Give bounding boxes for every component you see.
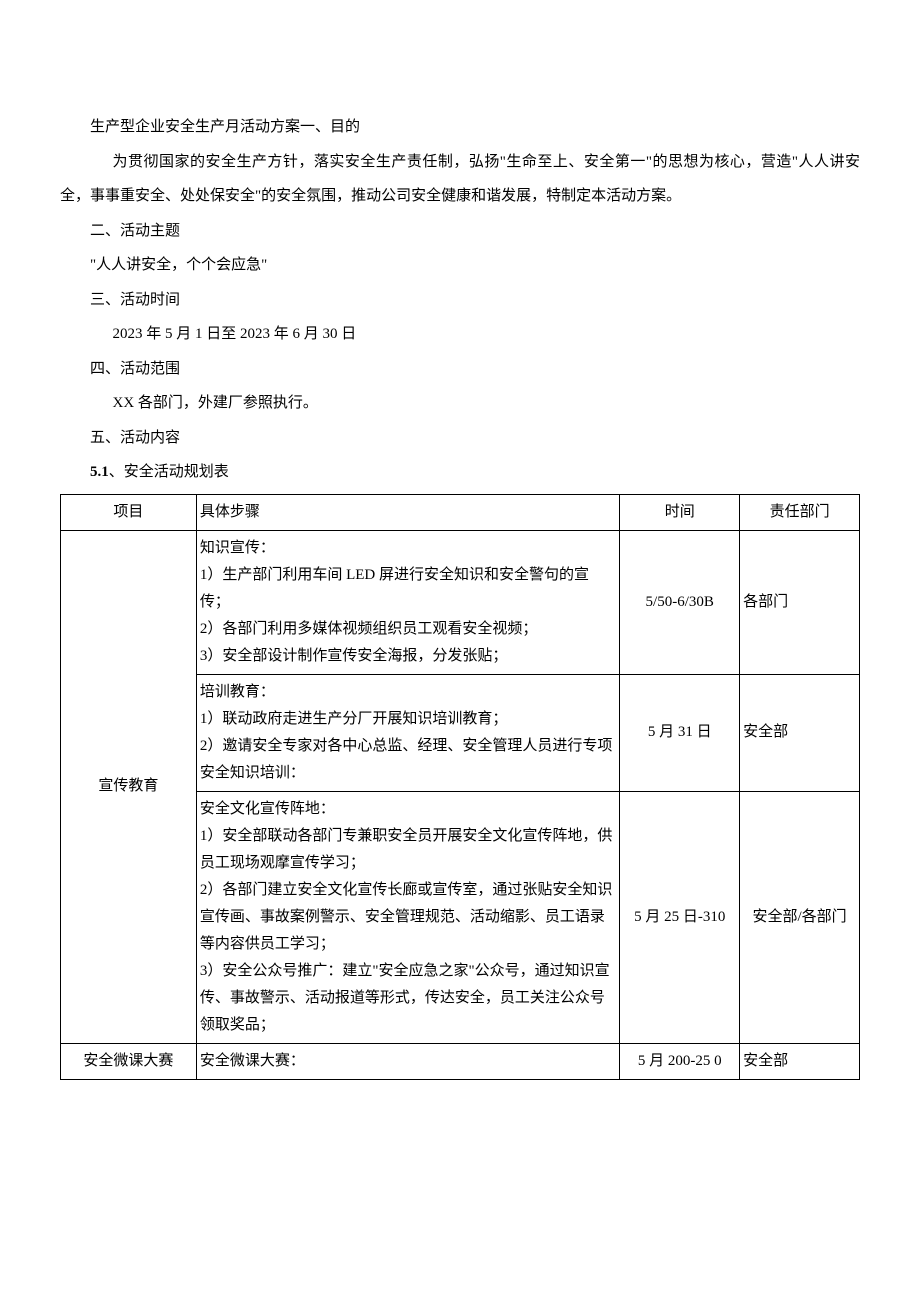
table-row: 宣传教育知识宣传：1）生产部门利用车间 LED 屏进行安全知识和安全警句的宣传；… — [61, 530, 860, 674]
time-cell: 5 月 31 日 — [620, 674, 740, 791]
dept-cell: 安全部/各部门 — [740, 791, 860, 1043]
section-5-1-title: 5.1、安全活动规划表 — [60, 455, 860, 490]
dept-cell: 安全部 — [740, 1043, 860, 1079]
project-cell: 安全微课大赛 — [61, 1043, 197, 1079]
section-5-1-rest: 、安全活动规划表 — [109, 464, 229, 480]
table-row: 安全微课大赛安全微课大赛：5 月 200-25 0安全部 — [61, 1043, 860, 1079]
steps-cell: 知识宣传：1）生产部门利用车间 LED 屏进行安全知识和安全警句的宣传；2）各部… — [196, 530, 619, 674]
header-dept: 责任部门 — [740, 494, 860, 530]
steps-cell: 安全文化宣传阵地：1）安全部联动各部门专兼职安全员开展安全文化宣传阵地，供员工现… — [196, 791, 619, 1043]
section-5-header: 五、活动内容 — [60, 421, 860, 456]
section-4-content: XX 各部门，外建厂参照执行。 — [60, 386, 860, 421]
dept-cell: 各部门 — [740, 530, 860, 674]
document-body: 生产型企业安全生产月活动方案一、目的 为贯彻国家的安全生产方针，落实安全生产责任… — [60, 110, 860, 1080]
header-steps: 具体步骤 — [196, 494, 619, 530]
header-time: 时间 — [620, 494, 740, 530]
steps-cell: 安全微课大赛： — [196, 1043, 619, 1079]
project-cell: 宣传教育 — [61, 530, 197, 1043]
section-3-content: 2023 年 5 月 1 日至 2023 年 6 月 30 日 — [60, 317, 860, 352]
section-3-header: 三、活动时间 — [60, 283, 860, 318]
time-cell: 5 月 25 日-310 — [620, 791, 740, 1043]
section-2-header: 二、活动主题 — [60, 214, 860, 249]
time-cell: 5 月 200-25 0 — [620, 1043, 740, 1079]
time-cell: 5/50-6/30B — [620, 530, 740, 674]
section-2-content: "人人讲安全，个个会应急" — [60, 248, 860, 283]
intro-paragraph: 为贯彻国家的安全生产方针，落实安全生产责任制，弘扬"生命至上、安全第一"的思想为… — [60, 145, 860, 214]
section-5-1-bold: 5.1 — [90, 464, 109, 480]
document-title: 生产型企业安全生产月活动方案一、目的 — [60, 110, 860, 145]
dept-cell: 安全部 — [740, 674, 860, 791]
section-4-header: 四、活动范围 — [60, 352, 860, 387]
steps-cell: 培训教育：1）联动政府走进生产分厂开展知识培训教育；2）邀请安全专家对各中心总监… — [196, 674, 619, 791]
header-project: 项目 — [61, 494, 197, 530]
table-header-row: 项目 具体步骤 时间 责任部门 — [61, 494, 860, 530]
activity-plan-table: 项目 具体步骤 时间 责任部门 宣传教育知识宣传：1）生产部门利用车间 LED … — [60, 494, 860, 1080]
